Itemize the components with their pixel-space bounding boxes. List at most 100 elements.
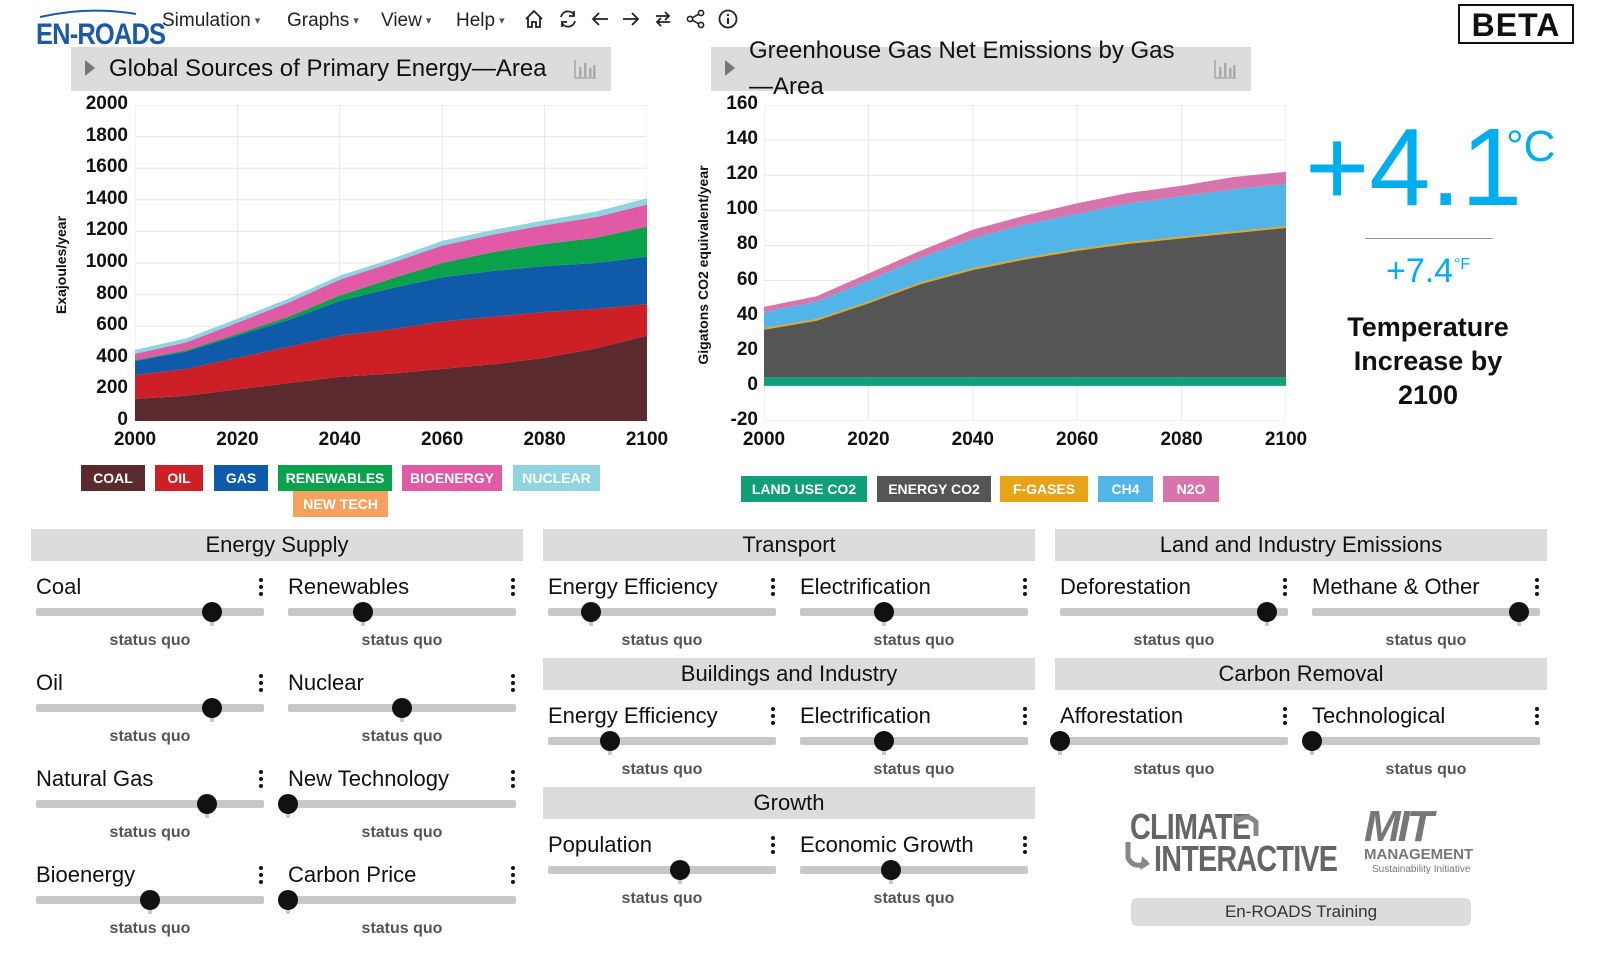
slider-track[interactable] (36, 608, 264, 616)
slider-track[interactable] (548, 866, 776, 874)
graph2-bar-chart-icon[interactable] (1213, 59, 1237, 79)
slider-thumb[interactable] (670, 860, 691, 880)
slider-thumb[interactable] (278, 890, 298, 910)
more-options-icon[interactable] (1532, 705, 1542, 727)
series-area-bioenergy[interactable] (135, 204, 647, 361)
slider-thumb[interactable] (201, 698, 222, 718)
panel-carbon-removal: Carbon Removal (1055, 658, 1547, 690)
slider-track[interactable] (800, 608, 1028, 616)
series-area-f-gases[interactable] (764, 226, 1286, 330)
slider-thumb[interactable] (140, 890, 160, 910)
more-options-icon[interactable] (508, 864, 518, 886)
slider-track[interactable] (288, 608, 516, 616)
slider-track[interactable] (1312, 608, 1540, 616)
slider-track[interactable] (548, 737, 776, 745)
graph2-legend-f-gases[interactable]: F-GASES (1000, 476, 1088, 502)
series-area-nuclear[interactable] (135, 198, 647, 354)
menu-graphs[interactable]: Graphs ▾ (287, 10, 359, 31)
slider-thumb[interactable] (881, 860, 902, 880)
series-area-gas[interactable] (135, 256, 647, 376)
more-options-icon[interactable] (256, 672, 266, 694)
slider-track[interactable] (800, 737, 1028, 745)
graph1-legend-coal[interactable]: COAL (81, 465, 145, 491)
graph2-plot[interactable] (764, 105, 1286, 421)
more-options-icon[interactable] (508, 672, 518, 694)
en-roads-training-button[interactable]: En-ROADS Training (1131, 898, 1471, 926)
slider-thumb[interactable] (874, 602, 895, 622)
graph1-legend-gas[interactable]: GAS (214, 465, 268, 491)
series-area-renewables[interactable] (135, 226, 647, 361)
slider-track[interactable] (1312, 737, 1540, 745)
graph1-legend-bioenergy[interactable]: BIOENERGY (402, 465, 502, 491)
graph2-legend-land-use-co2[interactable]: LAND USE CO2 (741, 476, 867, 502)
slider-thumb[interactable] (1050, 731, 1070, 751)
slider-track[interactable] (288, 896, 516, 904)
back-arrow-icon[interactable] (589, 8, 611, 30)
more-options-icon[interactable] (508, 768, 518, 790)
home-icon[interactable] (523, 8, 545, 30)
slider-track[interactable] (36, 704, 264, 712)
slider-thumb[interactable] (581, 602, 602, 622)
series-area-energy-co2[interactable] (764, 227, 1286, 378)
more-options-icon[interactable] (768, 834, 778, 856)
more-options-icon[interactable] (1020, 705, 1030, 727)
graph2-legend-energy-co2[interactable]: ENERGY CO2 (877, 476, 991, 502)
slider-track[interactable] (1060, 608, 1288, 616)
series-area-n2o[interactable] (764, 171, 1286, 313)
more-options-icon[interactable] (768, 576, 778, 598)
slider-thumb[interactable] (353, 602, 374, 622)
graph1-expand-icon[interactable] (85, 60, 95, 76)
graph1-bar-chart-icon[interactable] (573, 59, 597, 79)
graph1-plot[interactable] (135, 105, 647, 421)
slider-label: Technological (1312, 703, 1446, 728)
series-area-land-use-co2[interactable] (764, 377, 1286, 386)
graph1-legend-new-tech[interactable]: NEW TECH (293, 491, 388, 517)
en-roads-logo[interactable]: EN-ROADS (36, 8, 166, 51)
refresh-icon[interactable] (557, 8, 579, 30)
more-options-icon[interactable] (256, 864, 266, 886)
menu-view[interactable]: View ▾ (381, 10, 432, 31)
graph2-expand-icon[interactable] (725, 60, 735, 76)
slider-track[interactable] (288, 800, 516, 808)
forward-arrow-icon[interactable] (620, 8, 642, 30)
slider-thumb[interactable] (197, 794, 217, 814)
climate-interactive-logo[interactable]: CLIMATE INTERACTIVE (1120, 806, 1338, 879)
slider-thumb[interactable] (599, 731, 620, 751)
more-options-icon[interactable] (508, 576, 518, 598)
graph1-legend-nuclear[interactable]: NUCLEAR (513, 465, 600, 491)
series-area-coal[interactable] (135, 335, 647, 421)
more-options-icon[interactable] (1280, 705, 1290, 727)
series-area-ch4[interactable] (764, 184, 1286, 328)
more-options-icon[interactable] (1280, 576, 1290, 598)
slider-track[interactable] (1060, 737, 1288, 745)
more-options-icon[interactable] (1532, 576, 1542, 598)
slider-track[interactable] (800, 866, 1028, 874)
menu-help[interactable]: Help ▾ (456, 10, 505, 31)
slider-thumb[interactable] (1509, 602, 1530, 622)
more-options-icon[interactable] (1020, 834, 1030, 856)
panel-buildings-industry: Buildings and Industry (543, 658, 1035, 690)
mit-management-logo[interactable]: MIT MANAGEMENT Sustainability Initiative (1360, 802, 1500, 882)
graph1-legend-renewables[interactable]: RENEWABLES (278, 465, 392, 491)
info-icon[interactable] (717, 8, 739, 30)
compare-icon[interactable] (652, 8, 674, 30)
more-options-icon[interactable] (1020, 576, 1030, 598)
slider-thumb[interactable] (1302, 731, 1322, 751)
slider-track[interactable] (548, 608, 776, 616)
more-options-icon[interactable] (256, 768, 266, 790)
graph2-legend-n2o[interactable]: N2O (1163, 476, 1219, 502)
slider-thumb[interactable] (874, 731, 895, 751)
menu-simulation[interactable]: Simulation ▾ (162, 10, 261, 31)
share-icon[interactable] (685, 8, 707, 30)
graph1-legend-oil[interactable]: OIL (155, 465, 203, 491)
slider-thumb[interactable] (1257, 602, 1278, 622)
slider-thumb[interactable] (201, 602, 222, 622)
slider-thumb[interactable] (278, 794, 298, 814)
series-area-oil[interactable] (135, 304, 647, 399)
slider-thumb[interactable] (392, 698, 412, 718)
graph2-legend-ch4[interactable]: CH4 (1098, 476, 1153, 502)
graph1-x-tick: 2060 (421, 429, 464, 450)
slider-track[interactable] (36, 800, 264, 808)
more-options-icon[interactable] (768, 705, 778, 727)
more-options-icon[interactable] (256, 576, 266, 598)
